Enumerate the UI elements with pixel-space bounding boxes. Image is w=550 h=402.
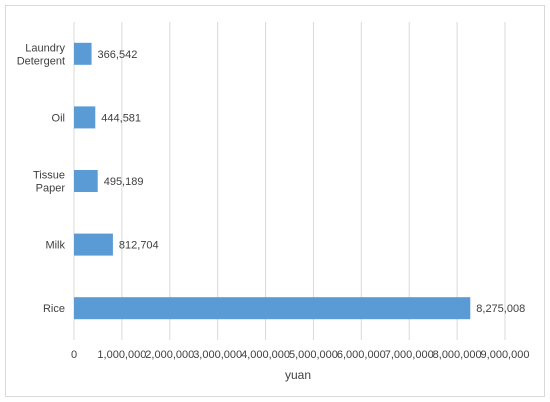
x-tick-label: 3,000,000: [193, 349, 242, 361]
x-tick-label: 6,000,000: [337, 349, 386, 361]
x-tick-label: 1,000,000: [97, 349, 146, 361]
x-tick-label: 2,000,000: [145, 349, 194, 361]
data-label: 444,581: [101, 112, 141, 124]
data-label: 812,704: [119, 240, 159, 252]
x-tick-label: 9,000,000: [481, 349, 530, 361]
bar-layer: [74, 42, 471, 320]
bar: [74, 42, 92, 65]
label-layer: 0 1,000,0002,000,0003,000,0004,000,0005,0…: [17, 42, 530, 361]
bar: [74, 106, 96, 129]
category-label: Milk: [45, 240, 65, 252]
x-tick-label: 7,000,000: [385, 349, 434, 361]
x-tick-label: 5,000,000: [289, 349, 338, 361]
chart-frame: [5, 5, 545, 397]
bar: [74, 297, 471, 320]
bar: [74, 233, 113, 256]
x-tick-label: 4,000,000: [241, 349, 290, 361]
x-tick-label: 8,000,000: [433, 349, 482, 361]
data-label: 495,189: [104, 176, 144, 188]
bar: [74, 170, 98, 192]
data-label: 366,542: [98, 49, 138, 61]
data-label: 8,275,008: [476, 303, 525, 315]
category-label: Laundry Detergent: [17, 42, 66, 67]
category-label: Oil: [52, 112, 65, 124]
category-label: Rice: [43, 303, 65, 315]
x-axis-title: yuan: [285, 368, 311, 382]
category-label: Tissue Paper: [33, 170, 65, 195]
grid-layer: [73, 22, 506, 340]
x-tick-label: 0: [71, 349, 77, 361]
